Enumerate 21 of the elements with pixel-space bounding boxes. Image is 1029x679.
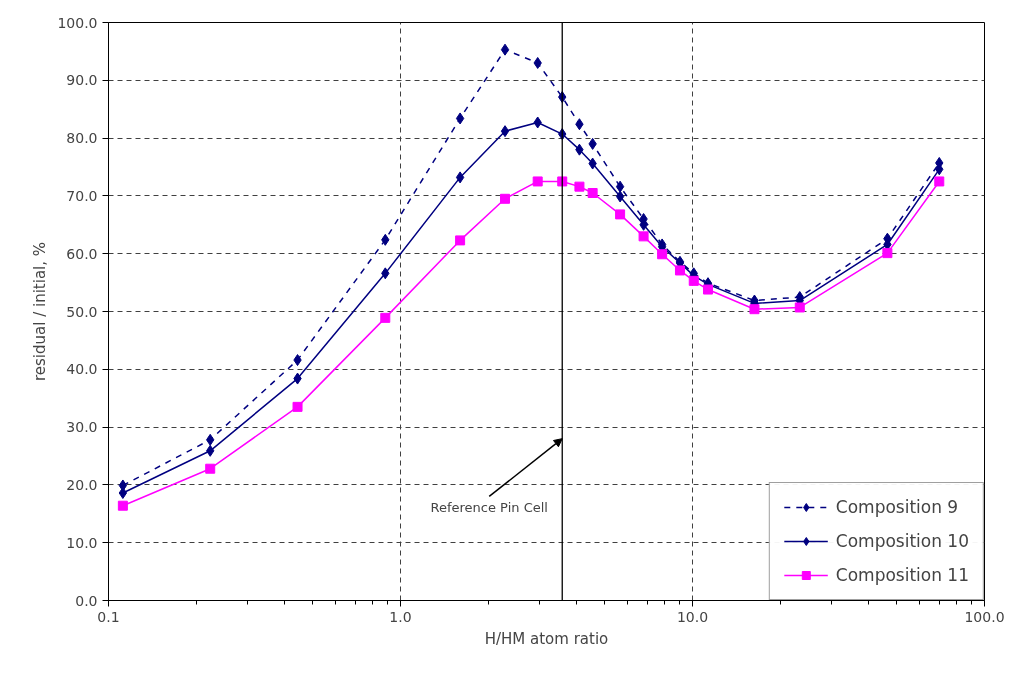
legend-label: Composition 9 (835, 497, 959, 517)
y-tick-label: 80.0 (66, 130, 98, 147)
y-tick-label: 70.0 (66, 187, 98, 204)
y-tick-label: 90.0 (66, 72, 98, 89)
y-tick-label: 60.0 (66, 245, 98, 262)
x-axis-title: H/HM atom ratio (484, 629, 609, 648)
annotation: Reference Pin Cell (430, 500, 548, 516)
x-tick-label: 10.0 (676, 608, 709, 625)
y-axis-title: residual / initial, % (31, 241, 50, 382)
legend-label: Composition 11 (835, 565, 969, 585)
y-tick-label: 100.0 (57, 14, 98, 31)
y-tick-label: 50.0 (66, 303, 98, 320)
y-tick-label: 0.0 (75, 592, 98, 609)
x-tick-label: 1.0 (389, 608, 412, 625)
y-tick-label: 30.0 (66, 419, 98, 436)
legend-label: Composition 10 (835, 531, 969, 551)
x-tick-label: 100.0 (964, 608, 1005, 625)
y-tick-label: 20.0 (66, 476, 98, 493)
y-tick-label: 40.0 (66, 361, 98, 378)
y-tick-label: 10.0 (66, 534, 98, 551)
x-tick-label: 0.1 (97, 608, 120, 625)
